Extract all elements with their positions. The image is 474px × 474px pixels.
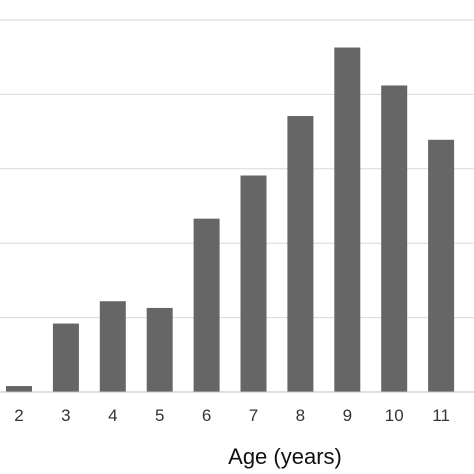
- x-tick-label: 4: [108, 406, 117, 425]
- x-tick-label: 10: [385, 406, 404, 425]
- x-tick-label: 9: [343, 406, 352, 425]
- x-tick-label: 6: [202, 406, 211, 425]
- x-tick-label: 11: [432, 406, 450, 425]
- bar-age-6: [193, 218, 220, 392]
- bar-age-4: [99, 301, 126, 392]
- x-tick-label: 7: [249, 406, 258, 425]
- bar-age-2: [6, 386, 32, 392]
- x-axis-title: Age (years): [228, 444, 342, 469]
- x-tick-labels: 2 3 4 5 6 7 8 9 10 11: [14, 406, 450, 425]
- bar-age-7: [240, 175, 267, 392]
- bar-age-5: [146, 307, 173, 392]
- x-tick-label: 2: [14, 406, 23, 425]
- bar-age-9: [334, 47, 361, 392]
- bars: [6, 47, 455, 393]
- bar-age-10: [381, 85, 408, 393]
- bar-age-3: [52, 323, 79, 392]
- x-tick-label: 3: [61, 406, 70, 425]
- x-tick-label: 8: [296, 406, 305, 425]
- x-tick-label: 5: [155, 406, 164, 425]
- bar-age-8: [287, 115, 314, 392]
- bar-age-11: [428, 139, 455, 392]
